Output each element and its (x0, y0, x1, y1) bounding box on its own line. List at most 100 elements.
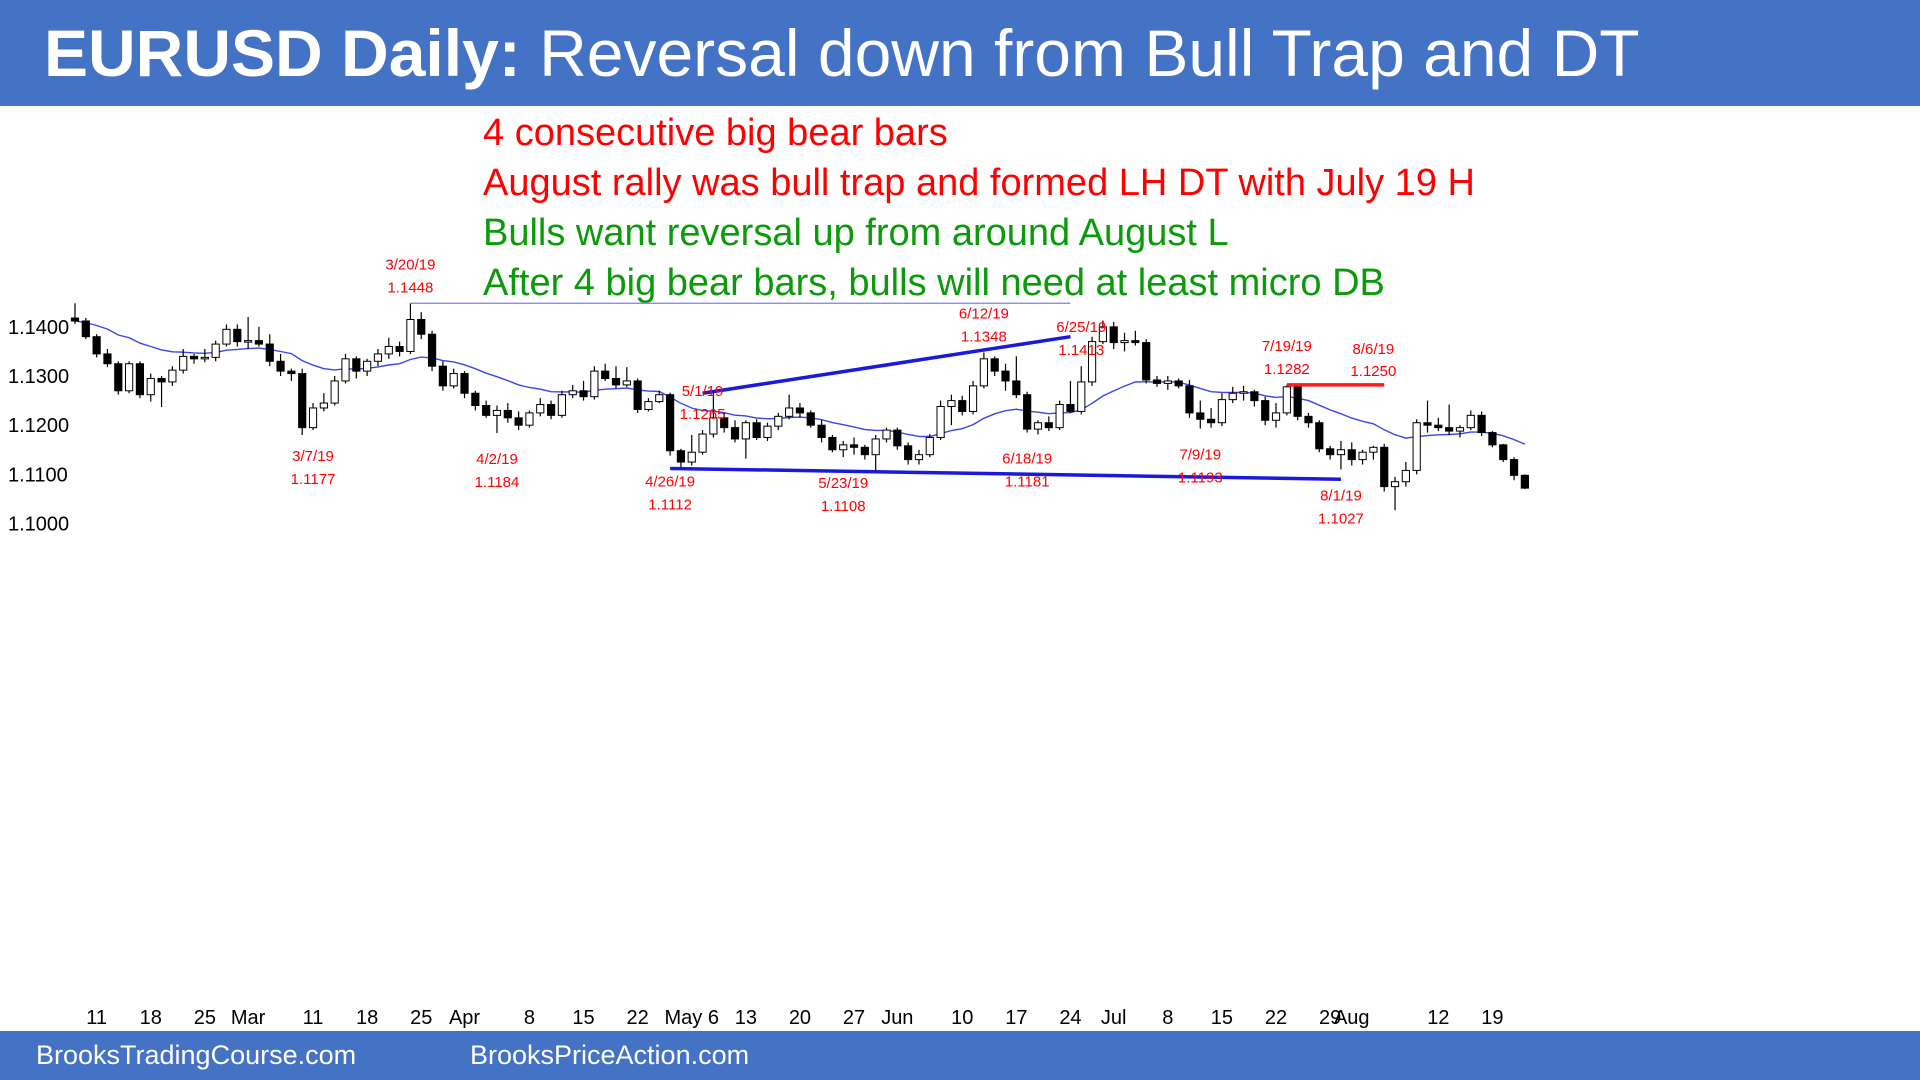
bear-candle (676, 450, 686, 463)
x-tick-label: May 6 (665, 1007, 719, 1029)
x-tick-label: 19 (1481, 1007, 1503, 1029)
x-tick-label: 22 (627, 1007, 649, 1029)
bull-candle (1239, 391, 1248, 394)
bear-candle (1293, 386, 1302, 417)
bull-candle (968, 385, 978, 412)
bull-candle (936, 406, 945, 438)
notes-block: 4 consecutive big bear bars August rally … (483, 108, 1475, 308)
bear-candle (352, 358, 361, 372)
bear-candle (514, 417, 523, 426)
x-tick-label: Aug (1334, 1007, 1370, 1029)
bear-candle (1326, 448, 1335, 456)
bear-candle (904, 445, 913, 461)
bear-candle (958, 400, 967, 412)
bull-candle (1271, 412, 1281, 421)
bear-candle (103, 353, 112, 365)
x-tick-label: 18 (140, 1007, 162, 1029)
bull-candle (222, 328, 231, 345)
annotation-date: 7/19/19 (1262, 338, 1312, 355)
annotation-price: 1.1181 (1005, 474, 1050, 491)
bear-candle (114, 363, 123, 392)
bear-candle (1445, 427, 1454, 432)
bear-candle (298, 373, 307, 429)
bull-candle (590, 370, 599, 398)
annotation-price: 1.1282 (1264, 361, 1310, 378)
bull-candle (536, 404, 545, 414)
x-tick-label: 20 (789, 1007, 811, 1029)
bull-candle (179, 355, 188, 371)
bull-candle (308, 407, 318, 429)
footer-right-site: BrooksPriceAction.com (470, 1040, 750, 1070)
bear-candle (849, 444, 859, 448)
bull-candle (125, 363, 134, 392)
bull-candle (947, 400, 956, 408)
bull-candle (979, 358, 988, 387)
annotation-date: 5/1/19 (682, 383, 724, 400)
bear-candle (1315, 422, 1324, 450)
bear-candle (1131, 340, 1140, 344)
bull-candle (557, 394, 566, 416)
x-tick-label: 22 (1265, 1007, 1287, 1029)
x-tick-label: 25 (194, 1007, 216, 1029)
bear-candle (579, 390, 588, 398)
y-tick-label: 1.1400 (8, 317, 69, 339)
bear-candle (287, 370, 296, 375)
bear-candle (730, 427, 740, 440)
bear-candle (1012, 380, 1021, 396)
bull-candle (168, 369, 177, 383)
candlestick-chart: 1.1000 1.1100 1.1200 1.1300 1.1400 11 18 25 Mar 1… (8, 256, 1529, 1029)
bear-candle (438, 365, 447, 387)
bear-candle (70, 317, 80, 322)
bull-candle (525, 412, 534, 426)
x-tick-label: Jul (1101, 1007, 1127, 1029)
bear-candle (1023, 394, 1032, 430)
bear-candle (81, 320, 90, 338)
bear-candle (546, 404, 556, 416)
title-bar: EURUSD Daily: Reversal down from Bull Tr… (0, 0, 1920, 106)
bull-candle (319, 402, 328, 409)
bear-candle (265, 343, 274, 362)
bear-candle (1380, 446, 1389, 488)
bear-candle (860, 446, 869, 456)
bear-candle (806, 412, 815, 426)
annotation-date: 8/6/19 (1353, 341, 1395, 358)
bull-candle (774, 415, 783, 427)
annotation-date: 4/26/19 (645, 474, 695, 491)
bear-candle (720, 417, 729, 429)
bear-candle (395, 346, 404, 352)
bear-candle (1488, 432, 1497, 446)
annotation-date: 6/25/19 (1056, 319, 1106, 336)
bull-candle (1055, 404, 1064, 429)
footer-bar: BrooksTradingCourse.com BrooksPriceActio… (0, 1031, 1920, 1080)
bear-candle (795, 407, 805, 414)
bull-candle (146, 377, 155, 396)
x-tick-label: 13 (735, 1007, 757, 1029)
bull-candle (839, 444, 848, 451)
bear-candle (990, 358, 999, 372)
bear-candle (1499, 444, 1508, 461)
bull-candle (741, 422, 750, 440)
bear-candle (471, 392, 480, 407)
bear-candle (666, 394, 675, 452)
annotation-price: 1.1184 (475, 474, 520, 491)
bull-candle (882, 429, 891, 440)
bull-candle (211, 343, 220, 358)
bull-candle (687, 451, 696, 463)
bear-candle (1477, 414, 1486, 434)
bear-candle (1520, 474, 1529, 489)
bear-candle (1109, 326, 1118, 344)
bull-candle (925, 436, 934, 456)
chart-title: EURUSD Daily: Reversal down from Bull Tr… (44, 10, 1640, 96)
bear-candle (1347, 449, 1356, 461)
x-tick-label: 29 (1319, 1007, 1341, 1029)
bull-candle (644, 401, 653, 410)
x-tick-label: Mar (231, 1007, 266, 1029)
bear-candle (611, 377, 621, 386)
x-tick-label: 11 (303, 1007, 324, 1029)
bear-candle (427, 333, 437, 367)
annotation-price: 1.1448 (387, 279, 433, 296)
bear-candle (828, 436, 837, 451)
bear-candle (633, 380, 642, 410)
annotation-price: 1.1027 (1318, 510, 1364, 527)
bull-candle (363, 360, 372, 372)
